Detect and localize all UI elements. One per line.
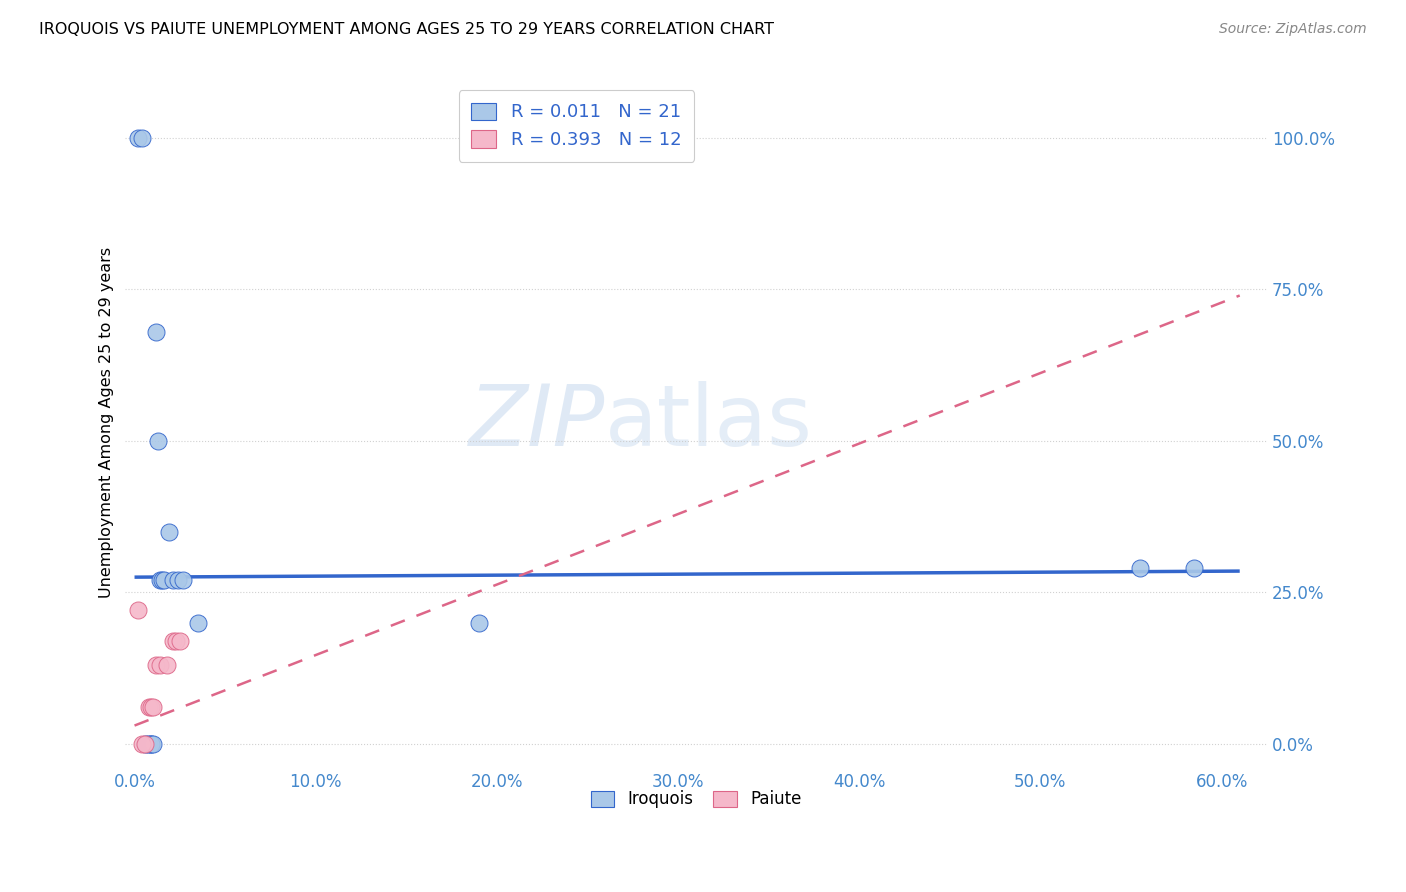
Point xyxy=(187,615,209,630)
Point xyxy=(1184,561,1206,575)
Point xyxy=(145,325,167,339)
Point xyxy=(127,603,149,617)
Point xyxy=(134,737,156,751)
Point xyxy=(152,573,174,587)
Legend: Iroquois, Paiute: Iroquois, Paiute xyxy=(583,783,808,815)
Point xyxy=(156,657,179,672)
Point xyxy=(131,737,153,751)
Point xyxy=(138,700,160,714)
Point xyxy=(157,524,180,539)
Point xyxy=(162,573,184,587)
Point xyxy=(165,633,187,648)
Point xyxy=(167,573,190,587)
Point xyxy=(139,737,162,751)
Point xyxy=(1129,561,1152,575)
Point xyxy=(131,131,153,145)
Point xyxy=(149,573,172,587)
Text: Source: ZipAtlas.com: Source: ZipAtlas.com xyxy=(1219,22,1367,37)
Point xyxy=(172,573,194,587)
Text: ZIP: ZIP xyxy=(468,381,605,464)
Text: atlas: atlas xyxy=(605,381,813,464)
Point xyxy=(142,700,165,714)
Point xyxy=(146,434,169,448)
Point xyxy=(138,737,160,751)
Point xyxy=(139,737,162,751)
Point xyxy=(169,633,191,648)
Point xyxy=(162,633,184,648)
Point xyxy=(149,657,172,672)
Point xyxy=(150,573,173,587)
Text: IROQUOIS VS PAIUTE UNEMPLOYMENT AMONG AGES 25 TO 29 YEARS CORRELATION CHART: IROQUOIS VS PAIUTE UNEMPLOYMENT AMONG AG… xyxy=(39,22,775,37)
Point xyxy=(134,737,156,751)
Point xyxy=(468,615,491,630)
Point xyxy=(136,737,159,751)
Point xyxy=(127,131,149,145)
Point xyxy=(145,657,167,672)
Y-axis label: Unemployment Among Ages 25 to 29 years: Unemployment Among Ages 25 to 29 years xyxy=(100,247,114,599)
Point xyxy=(142,737,165,751)
Point xyxy=(139,700,162,714)
